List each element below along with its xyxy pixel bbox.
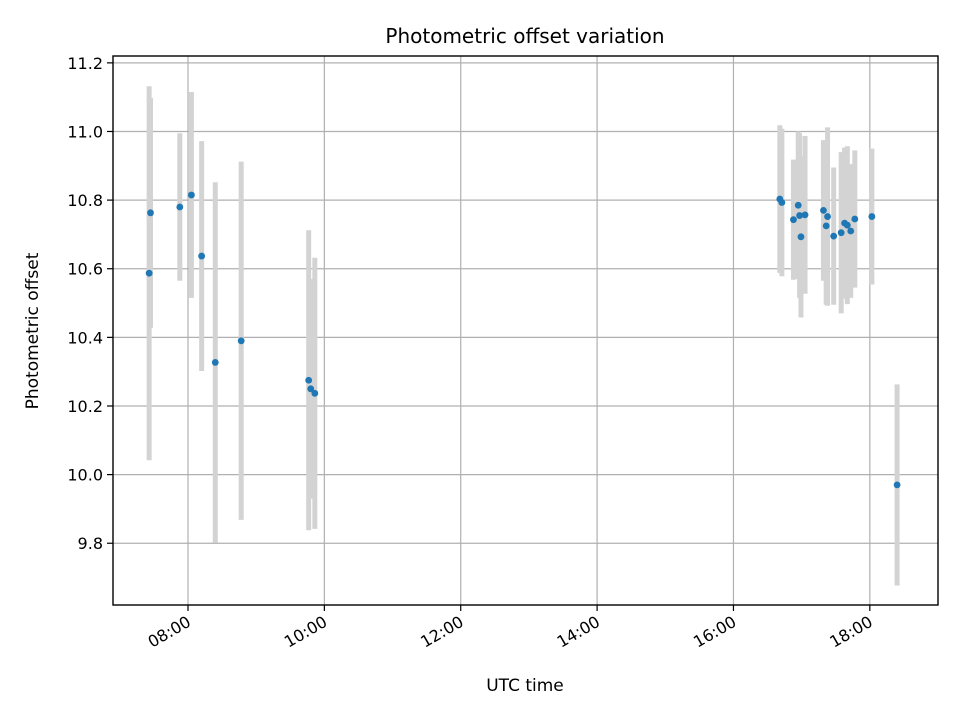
- data-point: [843, 221, 851, 229]
- x-axis-label: UTC time: [486, 676, 564, 696]
- data-point: [797, 233, 805, 241]
- data-point: [305, 376, 313, 384]
- x-tick-label: 16:00: [690, 612, 739, 652]
- data-point: [824, 213, 831, 220]
- data-point: [801, 211, 809, 219]
- y-tick-label: 10.4: [67, 328, 103, 347]
- y-tick-label: 10.2: [67, 397, 103, 416]
- x-tick-label: 18:00: [826, 612, 875, 652]
- data-point: [188, 191, 195, 199]
- data-point: [868, 213, 876, 220]
- tick-layer: 08:00 10:00 12:00 14:00 16:00 18:00 9.8 10.0 10.…: [67, 54, 875, 652]
- data-point: [307, 385, 315, 393]
- x-tick-label: 14:00: [554, 612, 603, 652]
- y-axis-label: Photometric offset: [23, 252, 43, 409]
- y-tick-label: 9.8: [78, 534, 103, 553]
- data-point: [822, 222, 830, 230]
- data-point: [837, 229, 845, 237]
- data-point: [778, 199, 786, 206]
- data-point: [851, 215, 859, 223]
- data-point: [145, 269, 153, 277]
- y-tick-label: 10.0: [67, 466, 103, 485]
- chart-title: Photometric offset variation: [385, 24, 664, 48]
- data-point: [790, 216, 797, 224]
- x-tick-label: 10:00: [281, 612, 330, 652]
- errorbar-layer: [146, 86, 900, 586]
- y-tick-label: 11.2: [67, 54, 103, 73]
- y-tick-label: 10.6: [67, 260, 103, 279]
- data-point: [176, 203, 184, 211]
- y-tick-label: 10.8: [67, 191, 103, 210]
- plot-frame: [112, 55, 939, 606]
- y-tick-label: 11.0: [67, 122, 103, 141]
- data-point: [237, 337, 245, 345]
- point-layer: [145, 191, 901, 489]
- data-point: [830, 232, 838, 240]
- data-point: [198, 252, 206, 260]
- data-point: [211, 359, 219, 366]
- data-point: [847, 227, 855, 235]
- data-point: [796, 212, 803, 219]
- grid-layer: [113, 56, 938, 605]
- x-tick-label: 08:00: [145, 612, 194, 652]
- x-tick-label: 12:00: [417, 612, 466, 652]
- data-point: [893, 481, 901, 489]
- data-point: [820, 207, 827, 214]
- data-point: [147, 209, 154, 217]
- data-point: [311, 389, 319, 397]
- data-point: [794, 201, 802, 209]
